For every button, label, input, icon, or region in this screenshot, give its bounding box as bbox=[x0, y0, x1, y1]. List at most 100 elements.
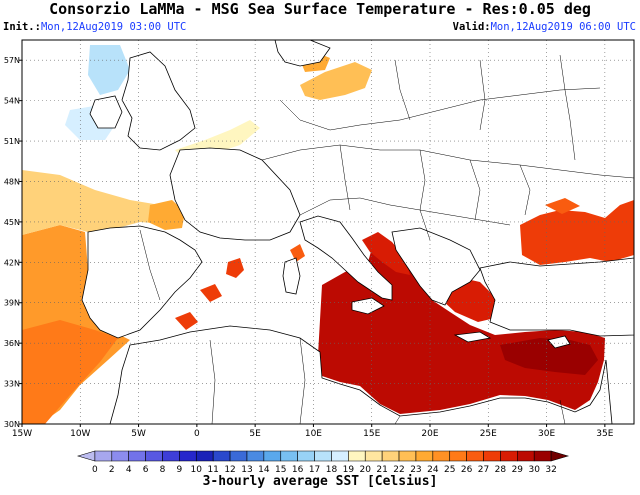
map-title: Consorzio LaMMa - MSG Sea Surface Temper… bbox=[49, 0, 591, 18]
ireland-coast bbox=[89, 95, 123, 129]
sst-west-med-1 bbox=[226, 258, 244, 278]
colorbar-swatch bbox=[466, 450, 484, 462]
colorbar-swatch bbox=[348, 450, 366, 462]
sst-black-sea-north bbox=[545, 198, 580, 214]
colorbar-swatch bbox=[381, 450, 400, 462]
iberia-coast bbox=[81, 225, 203, 339]
colorbar-swatch bbox=[195, 450, 214, 462]
colorbar-tick-label: 19 bbox=[343, 465, 355, 475]
colorbar-tick-label: 25 bbox=[444, 465, 455, 475]
map-frame bbox=[21, 39, 635, 425]
init-time: Init.:Mon,12Aug2019 03:00 UTC bbox=[3, 21, 186, 34]
colorbar-swatch bbox=[111, 450, 129, 462]
lat-tick-label: 30N bbox=[4, 420, 20, 429]
border-15 bbox=[139, 229, 161, 301]
colorbar-tick-label: 22 bbox=[393, 465, 404, 475]
colorbar-tick-label: 17 bbox=[309, 465, 320, 475]
colorbar-swatch bbox=[533, 450, 552, 462]
colorbar-swatch bbox=[297, 450, 315, 462]
border-11 bbox=[209, 339, 216, 424]
colorbar-swatch bbox=[212, 450, 231, 462]
lat-tick-label: 33N bbox=[4, 380, 20, 389]
colorbar-swatch bbox=[550, 450, 570, 462]
border-5 bbox=[469, 159, 481, 221]
border-7 bbox=[279, 87, 601, 131]
lon-tick-label: 0 bbox=[194, 429, 200, 439]
lat-tick-label: 45N bbox=[4, 218, 20, 227]
north-africa-coast bbox=[109, 325, 613, 424]
border-14 bbox=[559, 399, 566, 424]
sicily-coast bbox=[351, 297, 385, 315]
colorbar-swatch bbox=[179, 450, 197, 462]
colorbar-swatch bbox=[331, 450, 349, 462]
colorbar-swatch bbox=[128, 450, 146, 462]
lon-axis-labels: 15W 10W 5W 0 5E 10E 15E 20E 25E 30E 35E bbox=[12, 424, 614, 439]
sst-atlantic-south-warm bbox=[22, 320, 118, 424]
border-8 bbox=[394, 59, 411, 121]
colorbar-swatch bbox=[314, 450, 332, 462]
italy-coast bbox=[299, 215, 393, 301]
colorbar-tick-label: 27 bbox=[478, 465, 489, 475]
lat-tick-label: 54N bbox=[4, 97, 20, 106]
colorbar-swatch bbox=[432, 450, 451, 462]
coastlines bbox=[81, 40, 634, 424]
lon-tick-label: 15E bbox=[363, 429, 380, 439]
lon-tick-label: 5W bbox=[131, 429, 146, 439]
colorbar-swatch bbox=[500, 450, 518, 462]
sst-uk-west bbox=[88, 45, 130, 95]
sst-west-med-4 bbox=[290, 244, 305, 262]
init-label: Init.: bbox=[3, 21, 41, 33]
colorbar-swatch bbox=[229, 450, 248, 462]
colorbar-swatch bbox=[76, 450, 96, 462]
colorbar-tick-label: 4 bbox=[126, 465, 132, 475]
valid-value: Mon,12Aug2019 06:00 UTC bbox=[490, 21, 636, 33]
border-10 bbox=[559, 54, 576, 161]
crete-coast bbox=[453, 331, 492, 343]
colorbar-swatch bbox=[483, 450, 501, 462]
colorbar-tick-label: 12 bbox=[224, 465, 235, 475]
colorbar-tick-label: 24 bbox=[427, 465, 439, 475]
britain-coast bbox=[121, 51, 196, 151]
border-9 bbox=[479, 59, 486, 131]
colorbar-tick-label: 15 bbox=[275, 465, 286, 475]
colorbar-tick-label: 8 bbox=[160, 465, 166, 475]
colorbar-tick-label: 28 bbox=[495, 465, 507, 475]
anatolia-coast bbox=[479, 257, 634, 337]
sst-black-sea bbox=[520, 200, 634, 265]
lon-tick-label: 10W bbox=[70, 429, 90, 439]
colorbar-tick-label: 9 bbox=[177, 465, 183, 475]
lon-tick-label: 25E bbox=[480, 429, 497, 439]
colorbar-tick-label: 16 bbox=[292, 465, 304, 475]
lon-tick-label: 30E bbox=[538, 429, 555, 439]
colorbar-tick-label: 20 bbox=[360, 465, 372, 475]
lat-tick-label: 36N bbox=[4, 339, 20, 348]
lon-tick-label: 5E bbox=[249, 429, 261, 439]
lat-tick-label: 39N bbox=[4, 299, 20, 308]
border-3 bbox=[339, 144, 351, 211]
colorbar-tick-label: 10 bbox=[191, 465, 203, 475]
colorbar-tick-label: 6 bbox=[143, 465, 149, 475]
colorbar-swatch bbox=[517, 450, 535, 462]
border-6 bbox=[519, 164, 531, 216]
colorbar-tick-label: 2 bbox=[109, 465, 115, 475]
france-coast bbox=[169, 147, 301, 241]
sst-adriatic bbox=[362, 232, 410, 275]
sardinia-coast bbox=[282, 257, 301, 295]
graticule bbox=[22, 40, 634, 424]
border-4 bbox=[419, 149, 431, 241]
lon-tick-label: 35E bbox=[596, 429, 613, 439]
sst-biscay bbox=[148, 200, 185, 230]
colorbar-swatch bbox=[145, 450, 163, 462]
colorbar-swatch bbox=[449, 450, 467, 462]
colorbar-unit-label: 3-hourly average SST [Celsius] bbox=[202, 474, 438, 489]
colorbar-swatch bbox=[246, 450, 265, 462]
sst-west-med-3 bbox=[175, 312, 198, 330]
lat-tick-label: 48N bbox=[4, 177, 20, 186]
colorbar-swatch bbox=[94, 450, 113, 462]
colorbar-swatch bbox=[263, 450, 282, 462]
cyprus-coast bbox=[547, 335, 571, 349]
sst-levant-hot bbox=[500, 338, 598, 375]
colorbar-tick-label: 11 bbox=[207, 465, 218, 475]
colorbar-tick-label: 30 bbox=[528, 465, 540, 475]
